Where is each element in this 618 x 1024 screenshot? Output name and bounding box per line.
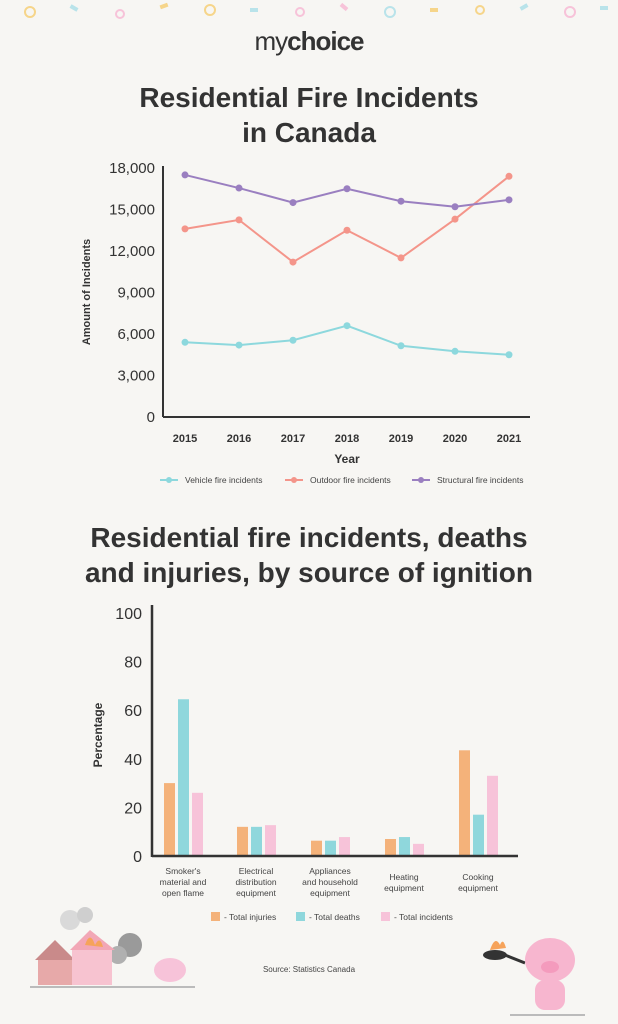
x-tick-label: Cooking [462, 872, 493, 882]
bar [237, 826, 248, 856]
data-point [289, 199, 297, 207]
x-tick-label: Heating [389, 872, 419, 882]
legend-label: - Total injuries [224, 912, 276, 922]
data-point [505, 196, 513, 204]
legend-label: - Total incidents [394, 912, 453, 922]
bar [399, 837, 410, 856]
data-point [343, 322, 351, 330]
x-tick-label: Electrical [239, 866, 274, 876]
y-tick-label: 100 [115, 606, 142, 623]
data-point [505, 172, 513, 180]
x-tick-label: 2020 [443, 433, 467, 445]
x-tick-label: 2021 [497, 433, 521, 445]
confetti-decoration [24, 2, 608, 19]
bar [339, 837, 350, 856]
y-tick-label: 0 [147, 409, 155, 426]
y-tick-label: 20 [124, 800, 142, 817]
legend-label: Vehicle fire incidents [185, 475, 263, 485]
legend-swatch [381, 912, 390, 921]
y-tick-label: 6,000 [117, 326, 155, 343]
legend-label: Outdoor fire incidents [310, 475, 391, 485]
data-point [343, 226, 351, 234]
y-tick-label: 18,000 [109, 160, 155, 177]
x-tick-label: equipment [236, 888, 276, 898]
line-chart: 0 3,000 6,000 9,000 12,000 15,000 18,000 2015 20… [81, 160, 530, 485]
legend-swatch [296, 912, 305, 921]
x-tick-label: equipment [384, 883, 424, 893]
y-tick-label: 3,000 [117, 368, 155, 385]
bar [164, 783, 175, 856]
y-tick-label: 9,000 [117, 285, 155, 302]
y-tick-label: 40 [124, 752, 142, 769]
bar-chart-title: Residential fire incidents, deaths and i… [84, 522, 534, 588]
x-tick-label: Appliances [309, 866, 351, 876]
data-point [235, 341, 243, 349]
data-point [397, 254, 405, 262]
legend-swatch [211, 912, 220, 921]
x-tick-label: 2019 [389, 433, 413, 445]
x-tick-label: distribution [235, 877, 276, 887]
x-tick-label: equipment [310, 888, 350, 898]
legend-marker [291, 477, 297, 483]
y-tick-label: 60 [124, 703, 142, 720]
x-tick-label: open flame [162, 888, 204, 898]
data-point [451, 215, 459, 223]
line-chart-title: Residential Fire Incidents in Canada [139, 82, 479, 148]
legend-marker [166, 477, 172, 483]
x-tick-label: 2017 [281, 433, 305, 445]
bar [178, 699, 189, 856]
source-note: Source: Statistics Canada [262, 965, 356, 974]
bar [265, 825, 276, 856]
data-point [397, 197, 405, 205]
y-tick-label: 0 [133, 849, 142, 866]
y-axis-label: Percentage [91, 702, 105, 767]
bar [311, 840, 322, 856]
y-tick-label: 15,000 [109, 202, 155, 219]
data-point [397, 342, 405, 350]
data-point [235, 184, 243, 192]
data-point [235, 216, 243, 224]
data-point [181, 171, 189, 179]
x-tick-label: and household [302, 877, 358, 887]
data-point [289, 336, 297, 344]
pig-with-pan-illustration [483, 938, 585, 1016]
legend-label: - Total deaths [309, 912, 360, 922]
data-point [451, 203, 459, 211]
data-point [289, 258, 297, 266]
bar [385, 838, 396, 856]
data-point [451, 347, 459, 355]
bar [473, 814, 484, 856]
burning-house-illustration [30, 907, 195, 988]
brand-logo: mychoice [254, 26, 364, 56]
x-axis-label: Year [334, 452, 360, 466]
bar [325, 840, 336, 856]
y-tick-label: 12,000 [109, 243, 155, 260]
data-point [181, 338, 189, 346]
bar [487, 775, 498, 856]
bar [251, 826, 262, 856]
x-tick-label: 2016 [227, 433, 251, 445]
data-point [343, 185, 351, 193]
legend-marker [418, 477, 424, 483]
x-tick-label: material and [160, 877, 207, 887]
bar [413, 843, 424, 856]
x-tick-label: equipment [458, 883, 498, 893]
y-tick-label: 80 [124, 655, 142, 672]
x-tick-label: 2018 [335, 433, 359, 445]
x-tick-label: Smoker's [165, 866, 200, 876]
data-point [181, 225, 189, 233]
data-point [505, 351, 513, 359]
bar [192, 792, 203, 856]
bar [459, 750, 470, 856]
legend-label: Structural fire incidents [437, 475, 523, 485]
y-axis-label: Amount of Incidents [81, 239, 93, 345]
x-tick-label: 2015 [173, 433, 197, 445]
